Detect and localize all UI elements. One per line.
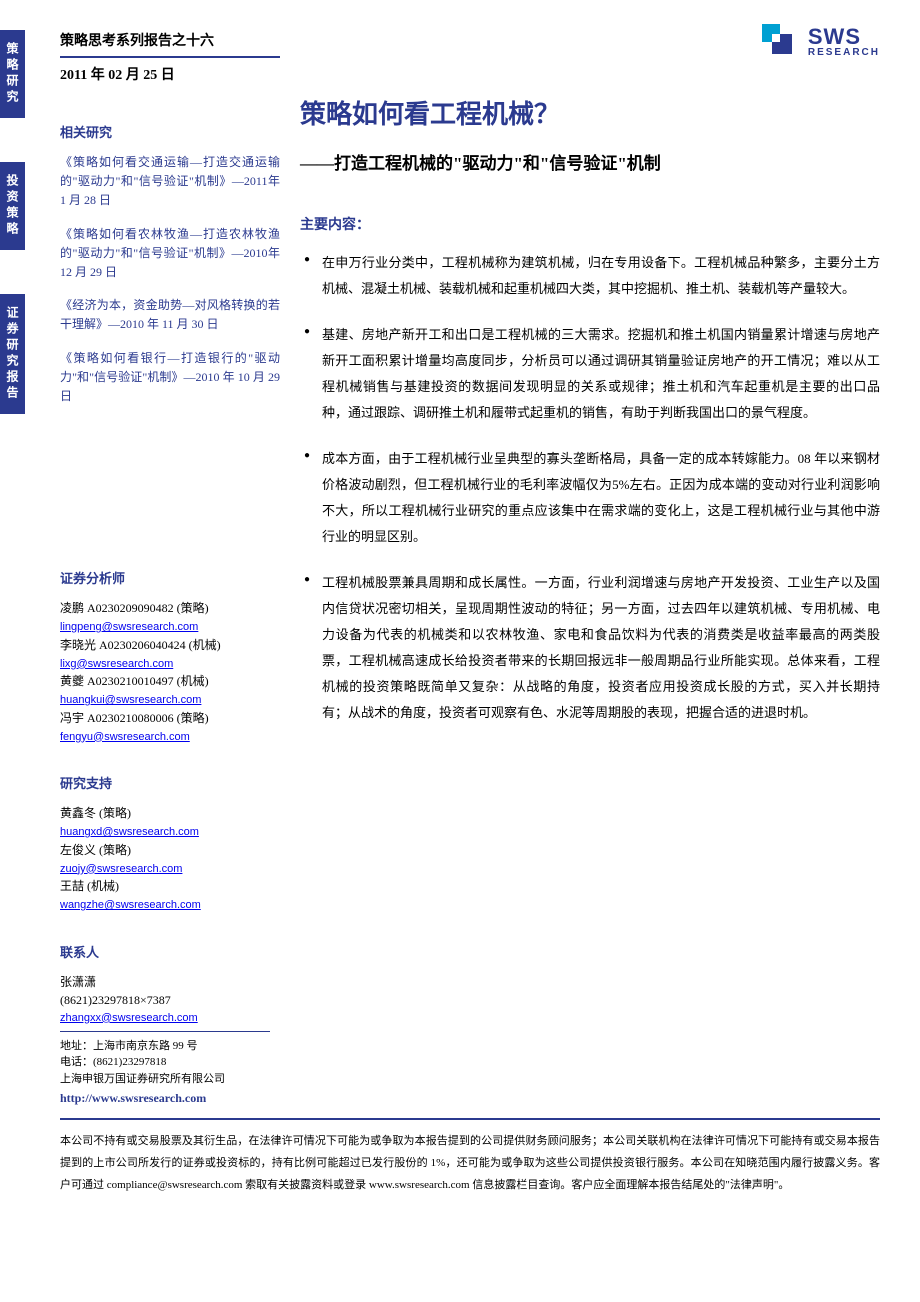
company-name: 上海申银万国证券研究所有限公司: [60, 1071, 280, 1088]
report-date: 2011 年 02 月 25 日: [60, 64, 880, 84]
analyst-entry: 李晓光 A0230206040424 (机械) lixg@swsresearch…: [60, 636, 280, 673]
related-item: 《经济为本，资金助势—对风格转换的若干理解》—2010 年 11 月 30 日: [60, 296, 280, 334]
spacer: [0, 254, 22, 294]
analyst-email-link[interactable]: lingpeng@swsresearch.com: [60, 621, 198, 633]
support-email-link[interactable]: zuojy@swsresearch.com: [60, 863, 182, 875]
report-title: 策略如何看工程机械？: [300, 94, 880, 131]
bullet-item: 工程机械股票兼具周期和成长属性。一方面，行业利润增速与房地产开发投资、工业生产以…: [300, 570, 880, 726]
bullet-item: 基建、房地产新开工和出口是工程机械的三大需求。挖掘机和推土机国内销量累计增速与房…: [300, 322, 880, 426]
spacer: [0, 122, 22, 162]
content-area: 相关研究 《策略如何看交通运输—打造交通运输的"驱动力"和"信号验证"机制》—2…: [60, 94, 880, 1106]
logo-text: SWS RESEARCH: [808, 26, 880, 58]
sidebar: 相关研究 《策略如何看交通运输—打造交通运输的"驱动力"和"信号验证"机制》—2…: [60, 94, 280, 1106]
analyst-email-link[interactable]: lixg@swsresearch.com: [60, 658, 173, 670]
logo: SWS RESEARCH: [754, 20, 880, 64]
bullet-item: 在申万行业分类中，工程机械称为建筑机械，归在专用设备下。工程机械品种繁多，主要分…: [300, 250, 880, 302]
analyst-name: 李晓光 A0230206040424 (机械): [60, 638, 221, 652]
support-email-link[interactable]: wangzhe@swsresearch.com: [60, 899, 201, 911]
report-page: 策略研究 投资策略 证券研究报告 策略思考系列报告之十六 2011 年 02 月…: [0, 0, 920, 1216]
logo-text-small: RESEARCH: [808, 48, 880, 58]
support-entry: 黄鑫冬 (策略) huangxd@swsresearch.com: [60, 804, 280, 841]
header-divider: [60, 56, 280, 58]
support-email-link[interactable]: huangxd@swsresearch.com: [60, 826, 199, 838]
website-link[interactable]: http://www.swsresearch.com: [60, 1091, 280, 1106]
content-heading: 主要内容：: [300, 214, 880, 234]
support-name: 左俊义 (策略): [60, 843, 131, 857]
analyst-name: 冯宇 A0230210080006 (策略): [60, 711, 209, 725]
support-heading: 研究支持: [60, 773, 280, 792]
analyst-entry: 黄夔 A0230210010497 (机械) huangkui@swsresea…: [60, 672, 280, 709]
support-entry: 王喆 (机械) wangzhe@swsresearch.com: [60, 877, 280, 914]
related-item: 《策略如何看交通运输—打造交通运输的"驱动力"和"信号验证"机制》—2011年 …: [60, 153, 280, 211]
analyst-name: 黄夔 A0230210010497 (机械): [60, 674, 209, 688]
side-tabs: 策略研究 投资策略 证券研究报告: [0, 30, 22, 418]
analyst-entry: 凌鹏 A0230209090482 (策略) lingpeng@swsresea…: [60, 599, 280, 636]
bullet-list: 在申万行业分类中，工程机械称为建筑机械，归在专用设备下。工程机械品种繁多，主要分…: [300, 250, 880, 726]
address: 地址：上海市南京东路 99 号: [60, 1038, 280, 1055]
analyst-entry: 冯宇 A0230210080006 (策略) fengyu@swsresearc…: [60, 709, 280, 746]
logo-mark-icon: [754, 20, 798, 64]
report-subtitle: ——打造工程机械的"驱动力"和"信号验证"机制: [300, 149, 880, 174]
analyst-name: 凌鹏 A0230209090482 (策略): [60, 601, 209, 615]
related-item: 《策略如何看银行—打造银行的"驱动力"和"信号验证"机制》—2010 年 10 …: [60, 349, 280, 407]
disclaimer: 本公司不持有或交易股票及其衍生品，在法律许可情况下可能为或争取为本报告提到的公司…: [60, 1118, 880, 1196]
support-name: 黄鑫冬 (策略): [60, 806, 131, 820]
main-content: 策略如何看工程机械？ ——打造工程机械的"驱动力"和"信号验证"机制 主要内容：…: [300, 94, 880, 1106]
bullet-item: 成本方面，由于工程机械行业呈典型的寡头垄断格局，具备一定的成本转嫁能力。08 年…: [300, 446, 880, 550]
side-tab-strategy: 策略研究: [0, 30, 25, 118]
side-tab-research-report: 证券研究报告: [0, 294, 25, 414]
analyst-email-link[interactable]: fengyu@swsresearch.com: [60, 731, 190, 743]
contact-name: 张潇潇: [60, 973, 280, 991]
divider: [60, 1031, 270, 1032]
related-item: 《策略如何看农林牧渔—打造农林牧渔的"驱动力"和"信号验证"机制》—2010年 …: [60, 225, 280, 283]
contact-email-link[interactable]: zhangxx@swsresearch.com: [60, 1012, 198, 1024]
office-phone: 电话：(8621)23297818: [60, 1054, 280, 1071]
address-block: 地址：上海市南京东路 99 号 电话：(8621)23297818 上海申银万国…: [60, 1038, 280, 1088]
spacer: [60, 420, 280, 540]
contact-phone: (8621)23297818×7387: [60, 991, 280, 1009]
header: 策略思考系列报告之十六 2011 年 02 月 25 日 SWS RESEARC…: [60, 30, 880, 84]
analyst-email-link[interactable]: huangkui@swsresearch.com: [60, 694, 201, 706]
contact-heading: 联系人: [60, 942, 280, 961]
analysts-heading: 证券分析师: [60, 568, 280, 587]
logo-text-big: SWS: [808, 26, 880, 48]
support-name: 王喆 (机械): [60, 879, 119, 893]
side-tab-investment: 投资策略: [0, 162, 25, 250]
related-research-heading: 相关研究: [60, 122, 280, 141]
support-entry: 左俊义 (策略) zuojy@swsresearch.com: [60, 841, 280, 878]
